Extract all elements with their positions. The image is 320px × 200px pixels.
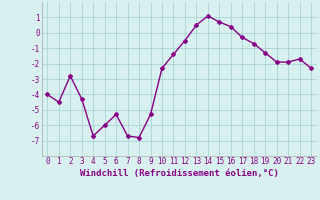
X-axis label: Windchill (Refroidissement éolien,°C): Windchill (Refroidissement éolien,°C) — [80, 169, 279, 178]
